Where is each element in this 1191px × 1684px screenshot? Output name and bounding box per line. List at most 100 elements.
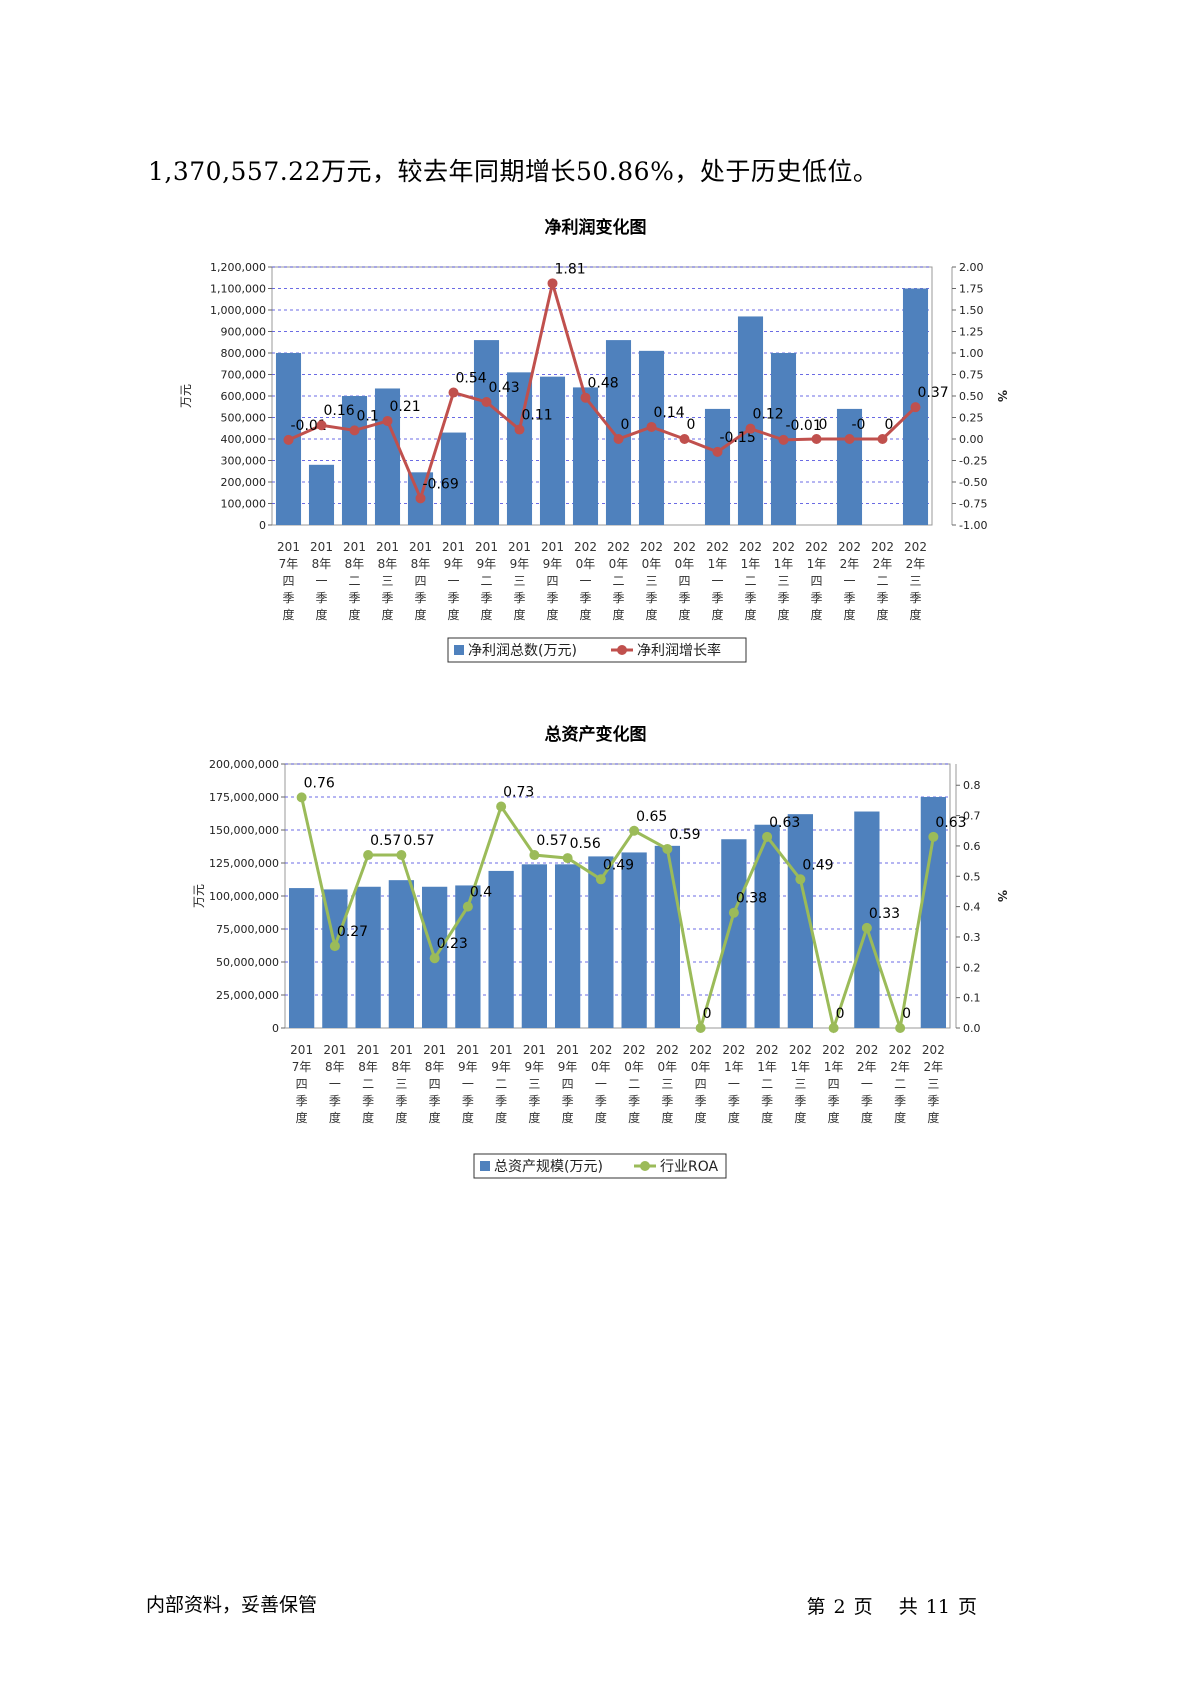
data-label: -0.69	[423, 476, 459, 492]
x-tick-label: 201 9年三季度	[508, 540, 531, 622]
bar	[737, 316, 764, 525]
bar	[621, 852, 647, 1028]
bar	[355, 886, 381, 1028]
line-point	[778, 434, 789, 445]
x-tick-label: 201 8年一季度	[323, 1043, 346, 1125]
data-label: 0.48	[588, 376, 619, 392]
line-point	[349, 425, 360, 436]
data-label: 0.54	[456, 371, 487, 387]
data-label: 0.65	[636, 809, 667, 825]
line-point	[828, 1023, 839, 1033]
y2-tick-label: 0.8	[963, 779, 981, 792]
legend-bar-label: 净利润总数(万元)	[468, 643, 577, 659]
legend-box	[473, 1153, 727, 1179]
data-label: 0.49	[802, 857, 833, 873]
x-tick-label: 201 8年二季度	[343, 540, 366, 622]
line-point	[547, 278, 558, 289]
data-label: 0.4	[470, 885, 492, 901]
data-label: -0.01	[291, 418, 327, 434]
y2-tick-label: -1.00	[959, 519, 987, 532]
y-tick-label: 75,000,000	[216, 923, 279, 936]
bar	[605, 340, 632, 525]
bar	[588, 856, 614, 1028]
y-axis-title: 万元	[192, 884, 206, 908]
footer-confidential: 内部资料，妥善保管	[146, 1594, 318, 1616]
line-point	[728, 907, 739, 918]
data-label: 0.37	[918, 385, 949, 401]
bar	[374, 388, 401, 525]
total-prefix: 共	[898, 1596, 918, 1618]
y2-tick-label: 1.50	[959, 304, 984, 317]
data-label: 0	[687, 417, 696, 433]
line-point	[283, 434, 294, 445]
x-tick-label: 202 0年二季度	[623, 1043, 646, 1125]
bar	[539, 376, 566, 525]
legend-box	[447, 637, 747, 663]
line-point	[363, 850, 374, 861]
y2-tick-label: 1.25	[959, 326, 984, 339]
line-point	[562, 853, 573, 864]
y2-tick-label: 0.50	[959, 390, 984, 403]
x-tick-label: 201 9年二季度	[490, 1043, 513, 1125]
x-tick-label: 202 1年二季度	[756, 1043, 779, 1125]
x-tick-label: 202 1年一季度	[722, 1043, 745, 1125]
x-tick-label: 201 9年一季度	[442, 540, 465, 622]
line-point	[762, 831, 773, 842]
x-tick-label: 201 8年二季度	[357, 1043, 380, 1125]
data-label: -0.15	[720, 430, 756, 446]
data-label: 0	[902, 1006, 911, 1022]
bar	[721, 839, 747, 1028]
y2-tick-label: 0.25	[959, 412, 984, 425]
bar	[488, 870, 514, 1028]
line-point	[396, 850, 407, 861]
data-label: 0.73	[503, 784, 534, 800]
bar	[473, 340, 500, 525]
y-tick-label: 125,000,000	[209, 857, 279, 870]
data-label: 0	[703, 1006, 712, 1022]
x-tick-label: 202 1年三季度	[789, 1043, 812, 1125]
y2-tick-label: 1.75	[959, 283, 984, 296]
x-tick-label: 202 1年三季度	[772, 540, 795, 622]
line-point	[629, 825, 640, 836]
data-label: 0.76	[304, 775, 335, 791]
x-tick-label: 202 0年二季度	[607, 540, 630, 622]
line-point	[745, 423, 756, 434]
line-point	[580, 392, 591, 403]
bar	[521, 864, 548, 1028]
intro-paragraph: 1,370,557.22万元，较去年同期增长50.86%，处于历史低位。	[148, 157, 879, 186]
total-assets-chart: 0 25,000,000 50,000,000 75,000,000 100,000,0…	[192, 758, 1009, 1179]
line-point	[795, 874, 806, 885]
x-tick-label: 202 1年一季度	[706, 540, 729, 622]
data-label: 0.63	[935, 815, 966, 831]
data-label: 0.59	[669, 827, 700, 843]
data-label: 1.81	[555, 261, 586, 277]
x-tick-label: 202 2年二季度	[889, 1043, 912, 1125]
y-tick-label: 400,000	[221, 433, 267, 446]
y-tick-label: 700,000	[221, 369, 267, 382]
line-point	[910, 402, 921, 413]
y-tick-label: 100,000,000	[209, 890, 279, 903]
data-label: 0.63	[769, 815, 800, 831]
data-label: 0.57	[403, 833, 434, 849]
x-tick-label: 202 0年一季度	[589, 1043, 612, 1125]
line-point	[679, 434, 690, 444]
line-point	[928, 831, 939, 842]
x-tick-label: 201 9年三季度	[523, 1043, 546, 1125]
x-tick-label: 202 0年一季度	[574, 540, 597, 622]
series-line	[300, 797, 935, 1034]
bar	[308, 464, 335, 525]
data-label: -0	[852, 417, 866, 433]
data-label: 0.23	[437, 936, 468, 952]
y2-tick-label: -0.25	[959, 455, 987, 468]
data-label: 0.1	[357, 408, 379, 424]
data-label: 0	[885, 417, 894, 433]
y-tick-label: 1,100,000	[210, 283, 266, 296]
y2-tick-label: -0.50	[959, 476, 987, 489]
line-point	[481, 397, 492, 408]
y-tick-label: 1,200,000	[210, 261, 266, 274]
bar	[638, 350, 665, 525]
x-tick-label: 202 2年二季度	[871, 540, 894, 622]
x-tick-label: 201 8年四季度	[409, 540, 432, 622]
bar	[388, 880, 415, 1028]
y2-tick-label: 0.3	[963, 931, 981, 944]
